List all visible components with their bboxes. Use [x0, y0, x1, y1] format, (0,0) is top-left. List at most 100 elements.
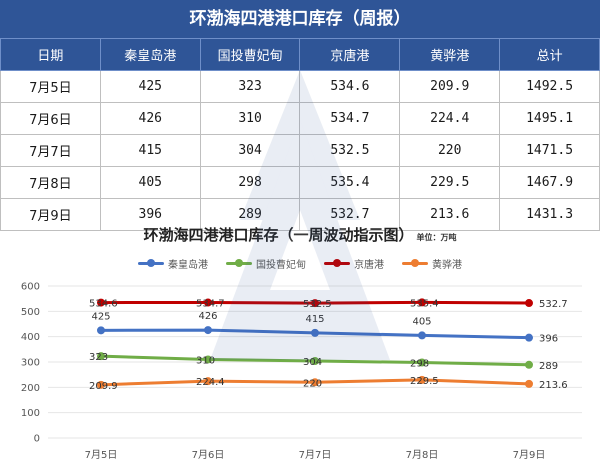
y-tick-label: 600 — [21, 282, 40, 293]
table-cell: 7月9日 — [0, 198, 101, 231]
data-label: 323 — [89, 352, 108, 363]
header-huanghua: 黄骅港 — [399, 38, 501, 71]
data-point — [204, 326, 212, 335]
table-cell: 298 — [199, 166, 301, 199]
y-tick-label: 100 — [21, 408, 40, 419]
table-cell: 220 — [399, 134, 501, 167]
header-jingtang: 京唐港 — [299, 38, 401, 71]
data-point — [97, 326, 105, 335]
table-cell: 535.4 — [299, 166, 401, 199]
legend-swatch-icon — [226, 259, 252, 267]
table-cell: 1471.5 — [499, 134, 600, 167]
legend-item: 国投曹妃甸 — [226, 256, 306, 271]
inventory-table: 日期 秦皇岛港 国投曹妃甸 京唐港 黄骅港 总计 7月5日 425 323 534.6… — [0, 38, 600, 231]
chart-title: 环渤海四港港口库存（一周波动指示图） 单位：万吨 — [0, 224, 600, 245]
data-point — [525, 333, 533, 342]
legend-item: 京唐港 — [324, 256, 384, 271]
legend-label: 京唐港 — [354, 260, 384, 271]
data-label: 289 — [539, 361, 558, 372]
table-cell: 310 — [199, 102, 301, 135]
header-total: 总计 — [499, 38, 600, 71]
data-label: 415 — [305, 314, 324, 325]
x-tick-label: 7月6日 — [192, 449, 225, 461]
table-cell: 323 — [199, 70, 301, 103]
table-cell: 426 — [99, 102, 201, 135]
data-label: 426 — [198, 311, 217, 322]
legend-swatch-icon — [138, 259, 164, 267]
data-label: 224.4 — [196, 377, 225, 388]
table-cell: 289 — [199, 198, 301, 231]
data-point — [97, 298, 105, 307]
table-cell: 532.5 — [299, 134, 401, 167]
data-point — [418, 331, 426, 340]
table-cell: 415 — [99, 134, 201, 167]
data-point — [418, 358, 426, 367]
data-point — [311, 378, 319, 387]
data-label: 298 — [410, 359, 429, 370]
y-tick-label: 300 — [21, 358, 40, 369]
legend-label: 黄骅港 — [432, 260, 462, 271]
table-cell: 229.5 — [399, 166, 501, 199]
table-cell: 532.7 — [299, 198, 401, 231]
table-cell: 7月5日 — [0, 70, 101, 103]
chart-unit: 单位：万吨 — [416, 233, 457, 242]
x-tick-label: 7月8日 — [406, 449, 439, 461]
table-cell: 304 — [199, 134, 301, 167]
data-label: 535.4 — [410, 298, 439, 309]
chart-title-text: 环渤海四港港口库存（一周波动指示图） — [143, 226, 414, 244]
data-label: 209.9 — [89, 381, 118, 392]
legend-label: 国投曹妃甸 — [256, 260, 306, 271]
data-point — [311, 328, 319, 337]
x-tick-label: 7月7日 — [299, 449, 332, 461]
data-label: 220 — [303, 378, 322, 389]
legend-label: 秦皇岛港 — [168, 260, 208, 271]
data-point — [204, 377, 212, 386]
data-label: 534.6 — [89, 299, 118, 310]
table-row: 7月8日 405 298 535.4 229.5 1467.9 — [0, 166, 600, 199]
header-date: 日期 — [0, 38, 101, 71]
chart-legend: 秦皇岛港 国投曹妃甸 京唐港 黄骅港 — [0, 256, 600, 271]
header-qinhuangdao: 秦皇岛港 — [99, 38, 201, 71]
data-point — [311, 299, 319, 308]
table-row: 7月5日 425 323 534.6 209.9 1492.5 — [0, 70, 600, 103]
y-tick-label: 500 — [21, 307, 40, 318]
data-label: 229.5 — [410, 376, 439, 387]
data-point — [418, 298, 426, 307]
table-header-row: 日期 秦皇岛港 国投曹妃甸 京唐港 黄骅港 总计 — [0, 38, 600, 71]
table-cell: 425 — [99, 70, 201, 103]
table-cell: 213.6 — [399, 198, 501, 231]
line-chart: 0 100 200 300 400 500 600 7月5日 7月6日 7月7日 7月8日 7月9日 4… — [21, 282, 582, 461]
table-cell: 7月6日 — [0, 102, 101, 135]
table-cell: 209.9 — [399, 70, 501, 103]
data-point — [311, 356, 319, 365]
table-cell: 1495.1 — [499, 102, 600, 135]
data-label: 532.7 — [539, 299, 568, 310]
table-title: 环渤海四港港口库存（周报） — [0, 0, 600, 38]
table-row: 7月6日 426 310 534.7 224.4 1495.1 — [0, 102, 600, 135]
data-label: 304 — [303, 357, 322, 368]
table-row: 7月9日 396 289 532.7 213.6 1431.3 — [0, 198, 600, 231]
data-point — [525, 299, 533, 308]
data-point — [204, 355, 212, 364]
table-cell: 1467.9 — [499, 166, 600, 199]
table-row: 7月7日 415 304 532.5 220 1471.5 — [0, 134, 600, 167]
table-cell: 405 — [99, 166, 201, 199]
data-point — [525, 360, 533, 369]
legend-swatch-icon — [324, 259, 350, 267]
legend-swatch-icon — [402, 259, 428, 267]
table-cell: 1431.3 — [499, 198, 600, 231]
data-label: 396 — [539, 334, 558, 345]
y-tick-label: 200 — [21, 383, 40, 394]
data-point — [204, 298, 212, 307]
x-tick-label: 7月9日 — [513, 449, 546, 461]
table-cell: 534.7 — [299, 102, 401, 135]
data-point — [97, 380, 105, 389]
data-point — [97, 352, 105, 361]
data-label: 310 — [196, 355, 215, 366]
table-cell: 7月8日 — [0, 166, 101, 199]
data-point — [418, 375, 426, 384]
data-label: 534.7 — [196, 299, 225, 310]
header-caofeidian: 国投曹妃甸 — [199, 38, 301, 71]
data-label: 213.6 — [539, 380, 568, 391]
y-tick-label: 400 — [21, 332, 40, 343]
